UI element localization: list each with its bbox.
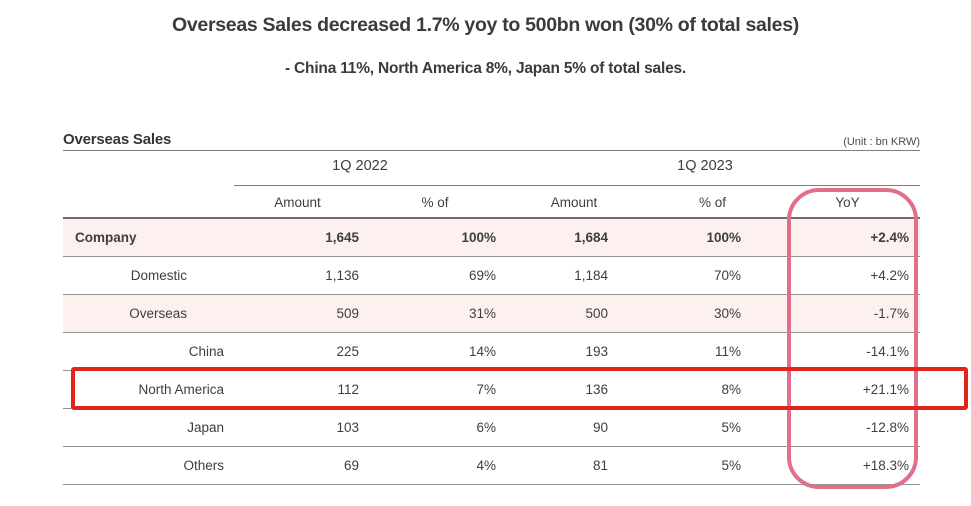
- cell-pct_1q2023: 5%: [721, 458, 741, 473]
- table-section-title: Overseas Sales: [63, 131, 172, 148]
- cell-yoy: -1.7%: [873, 306, 909, 321]
- cell-yoy: -12.8%: [866, 420, 909, 435]
- cell-amount_1q2022: 509: [336, 306, 359, 321]
- row-label: Others: [183, 458, 224, 473]
- column-group-1q2022: 1Q 2022: [332, 158, 388, 174]
- page-title: Overseas Sales decreased 1.7% yoy to 500…: [172, 14, 799, 36]
- table-row-north-america: North America 112 7% 136 8% +21.1%: [63, 371, 920, 409]
- cell-amount_1q2023: 1,184: [574, 268, 608, 283]
- cell-amount_1q2023: 81: [592, 458, 608, 473]
- unit-label: (Unit : bn KRW): [843, 136, 920, 148]
- cell-pct_1q2023: 8%: [721, 382, 741, 397]
- cell-pct_1q2022: 69%: [468, 268, 496, 283]
- cell-amount_1q2022: 1,645: [325, 230, 359, 245]
- row-label: Overseas: [129, 306, 187, 321]
- cell-yoy: +21.1%: [862, 382, 909, 397]
- cell-pct_1q2022: 14%: [468, 344, 496, 359]
- page-subtitle: - China 11%, North America 8%, Japan 5% …: [284, 60, 687, 77]
- column-group-1q2023: 1Q 2023: [677, 158, 733, 174]
- cell-amount_1q2022: 225: [336, 344, 359, 359]
- table-row-overseas: Overseas 509 31% 500 30% -1.7%: [63, 295, 920, 333]
- cell-pct_1q2023: 5%: [721, 420, 741, 435]
- cell-amount_1q2023: 136: [585, 382, 608, 397]
- column-header-pct-1q2022: % of: [421, 194, 449, 210]
- cell-amount_1q2022: 103: [336, 420, 359, 435]
- cell-amount_1q2023: 500: [585, 306, 608, 321]
- row-label: North America: [138, 382, 224, 397]
- cell-amount_1q2022: 112: [337, 382, 359, 397]
- column-header-pct-1q2023: % of: [698, 194, 726, 210]
- cell-amount_1q2023: 1,684: [574, 230, 608, 245]
- cell-pct_1q2022: 31%: [468, 306, 496, 321]
- cell-pct_1q2022: 7%: [476, 382, 496, 397]
- column-group-underline: [234, 185, 920, 186]
- table-row-others: Others 69 4% 81 5% +18.3%: [63, 447, 920, 485]
- table-body: Company 1,645 100% 1,684 100% +2.4% Domestic 1,…: [63, 217, 920, 485]
- cell-pct_1q2023: 30%: [713, 306, 741, 321]
- cell-pct_1q2023: 11%: [714, 344, 741, 359]
- table-row-domestic: Domestic 1,136 69% 1,184 70% +4.2%: [63, 257, 920, 295]
- table-row-china: China 225 14% 193 11% -14.1%: [63, 333, 920, 371]
- row-label: China: [188, 344, 224, 359]
- cell-yoy: +2.4%: [870, 230, 909, 245]
- cell-yoy: +4.2%: [870, 268, 909, 283]
- table-row-company: Company 1,645 100% 1,684 100% +2.4%: [63, 219, 920, 257]
- cell-amount_1q2022: 69: [343, 458, 359, 473]
- column-header-amount-1q2022: Amount: [274, 194, 321, 210]
- row-label: Domestic: [130, 268, 187, 283]
- row-label: Japan: [187, 420, 224, 435]
- table-section-header: Overseas Sales (Unit : bn KRW): [63, 126, 920, 151]
- column-header-yoy: YoY: [835, 194, 860, 210]
- cell-pct_1q2023: 100%: [706, 230, 741, 245]
- cell-yoy: +18.3%: [862, 458, 909, 473]
- cell-pct_1q2023: 70%: [713, 268, 741, 283]
- cell-pct_1q2022: 4%: [476, 458, 496, 473]
- cell-amount_1q2023: 193: [585, 344, 608, 359]
- row-label: Company: [75, 230, 137, 245]
- table-column-headers: Amount % of Amount % of YoY: [63, 187, 920, 217]
- cell-pct_1q2022: 6%: [476, 420, 496, 435]
- cell-yoy: -14.1%: [866, 344, 909, 359]
- cell-amount_1q2023: 90: [592, 420, 608, 435]
- cell-pct_1q2022: 100%: [461, 230, 496, 245]
- table-row-japan: Japan 103 6% 90 5% -12.8%: [63, 409, 920, 447]
- cell-amount_1q2022: 1,136: [325, 268, 359, 283]
- column-header-amount-1q2023: Amount: [550, 194, 598, 210]
